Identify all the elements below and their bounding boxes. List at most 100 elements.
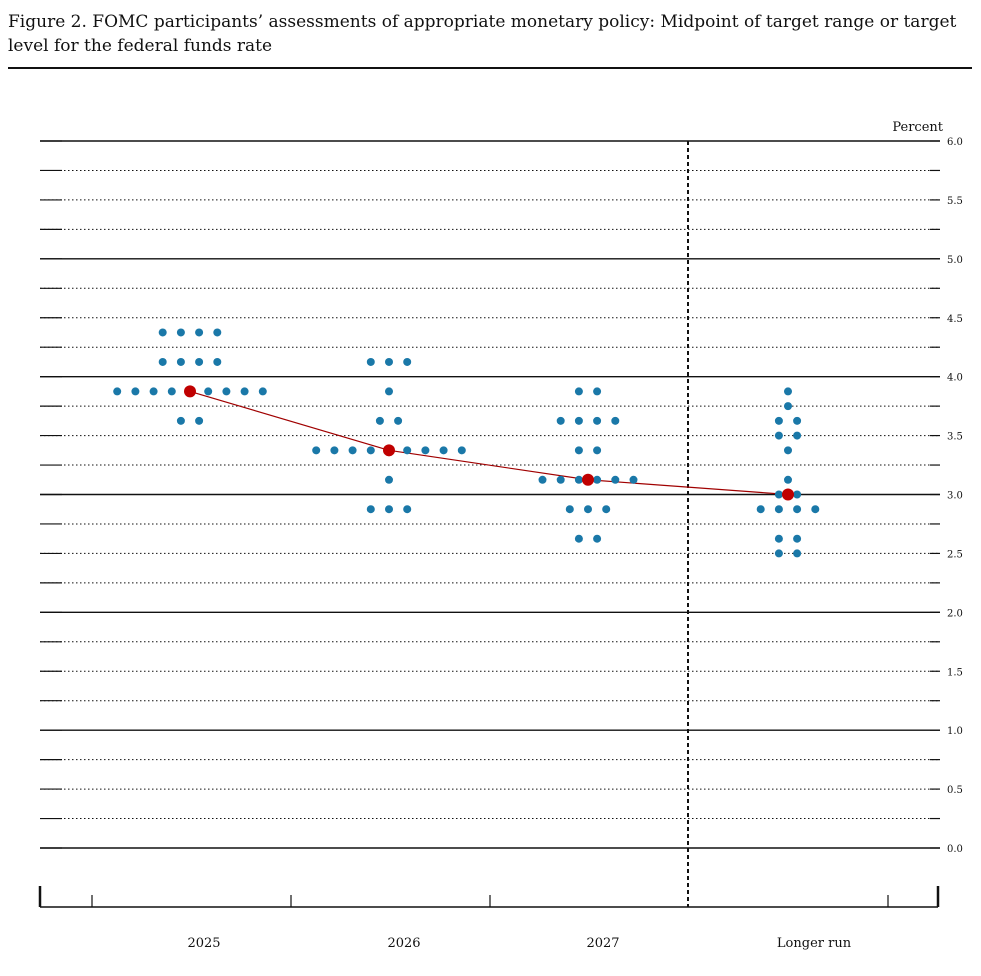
participant-dot <box>176 328 185 337</box>
participant-dot <box>439 446 448 455</box>
y-tick-label: 4.5 <box>947 314 963 325</box>
median-dot <box>383 444 395 457</box>
figure-title: Figure 2. FOMC participants’ assessments… <box>8 12 957 56</box>
y-axis-unit-label: Percent <box>892 120 943 135</box>
participant-dot <box>312 446 321 455</box>
participant-dot <box>213 328 222 337</box>
participant-dot <box>793 431 802 440</box>
participant-dot <box>611 475 620 484</box>
participant-dot <box>556 416 565 425</box>
y-tick-label: 4.0 <box>947 373 963 384</box>
participant-dot <box>258 387 267 396</box>
participant-dot <box>593 416 602 425</box>
participant-dot <box>195 328 204 337</box>
participant-dot <box>149 387 158 396</box>
participant-dot <box>774 534 783 543</box>
y-tick-label: 5.5 <box>947 196 963 207</box>
participant-dot <box>375 416 384 425</box>
median-dot <box>184 385 196 398</box>
x-category-label: 2027 <box>586 936 619 951</box>
participant-dot <box>774 416 783 425</box>
participant-dot <box>176 357 185 366</box>
participant-dot <box>756 505 765 514</box>
participant-dot <box>574 534 583 543</box>
participant-dot <box>574 475 583 484</box>
participant-dot <box>403 446 412 455</box>
participant-dot <box>158 357 167 366</box>
participant-dot <box>195 416 204 425</box>
participant-dot <box>593 446 602 455</box>
y-tick-label: 0.0 <box>947 844 963 855</box>
participant-dot <box>574 387 583 396</box>
participant-dot <box>784 446 792 455</box>
participant-dot <box>213 357 222 366</box>
y-tick-label: 2.5 <box>947 549 963 560</box>
y-tick-label: 3.5 <box>947 432 963 443</box>
participant-dot <box>629 475 638 484</box>
participant-dot <box>784 475 792 484</box>
participant-dot <box>385 387 393 396</box>
y-tick-label: 0.5 <box>947 785 963 796</box>
participant-dot <box>784 387 792 396</box>
median-dot-layer <box>184 385 794 501</box>
participant-dot <box>793 549 802 558</box>
participant-dot <box>574 446 583 455</box>
y-tick-label: 1.5 <box>947 667 963 678</box>
title-rule <box>8 67 972 69</box>
grid-layer <box>40 140 940 849</box>
participant-dot <box>348 446 357 455</box>
participant-dot <box>793 416 802 425</box>
participant-dot <box>366 505 375 514</box>
participant-dot <box>421 446 430 455</box>
participant-dot <box>222 387 231 396</box>
participant-dot <box>811 505 820 514</box>
participant-dot <box>385 357 393 366</box>
participant-dot <box>385 475 393 484</box>
participant-dot <box>774 431 783 440</box>
x-category-label: 2026 <box>387 936 420 951</box>
participant-dot <box>176 416 185 425</box>
participant-dot <box>394 416 403 425</box>
participant-dot <box>565 505 574 514</box>
participant-dot <box>204 387 213 396</box>
participant-dot <box>131 387 140 396</box>
participant-dot <box>457 446 466 455</box>
participant-dot <box>113 387 122 396</box>
median-dot <box>582 473 594 486</box>
x-category-label: Longer run <box>777 936 852 951</box>
y-tick-label: 3.0 <box>947 491 963 502</box>
participant-dot <box>602 505 611 514</box>
participant-dot <box>556 475 565 484</box>
participant-dot <box>793 534 802 543</box>
participant-dot <box>403 357 412 366</box>
participant-dot <box>584 505 592 514</box>
participant-dot <box>538 475 547 484</box>
participant-dot <box>793 505 802 514</box>
participant-dot <box>593 475 602 484</box>
y-tick-label: 5.0 <box>947 255 963 266</box>
axis-layer: 0.0 0.5 1.0 1.5 2.0 2.5 3.0 3.5 4.0 4.5 5.0 5.5 6.0 2… <box>38 137 963 951</box>
participant-dot <box>593 534 602 543</box>
dot-layer <box>113 328 820 558</box>
participant-dot <box>366 446 375 455</box>
participant-dot <box>403 505 412 514</box>
y-tick-label: 1.0 <box>947 726 963 737</box>
median-line <box>189 390 789 496</box>
participant-dot <box>158 328 167 337</box>
median-dot <box>782 488 794 501</box>
participant-dot <box>774 505 783 514</box>
participant-dot <box>385 505 393 514</box>
median-layer <box>189 390 789 496</box>
y-tick-label: 6.0 <box>947 137 963 148</box>
participant-dot <box>793 490 802 499</box>
y-tick-label: 2.0 <box>947 608 963 619</box>
participant-dot <box>611 416 620 425</box>
participant-dot <box>593 387 602 396</box>
participant-dot <box>574 416 583 425</box>
x-category-label: 2025 <box>187 936 220 951</box>
participant-dot <box>366 357 375 366</box>
participant-dot <box>330 446 339 455</box>
participant-dot <box>240 387 249 396</box>
participant-dot <box>774 549 783 558</box>
